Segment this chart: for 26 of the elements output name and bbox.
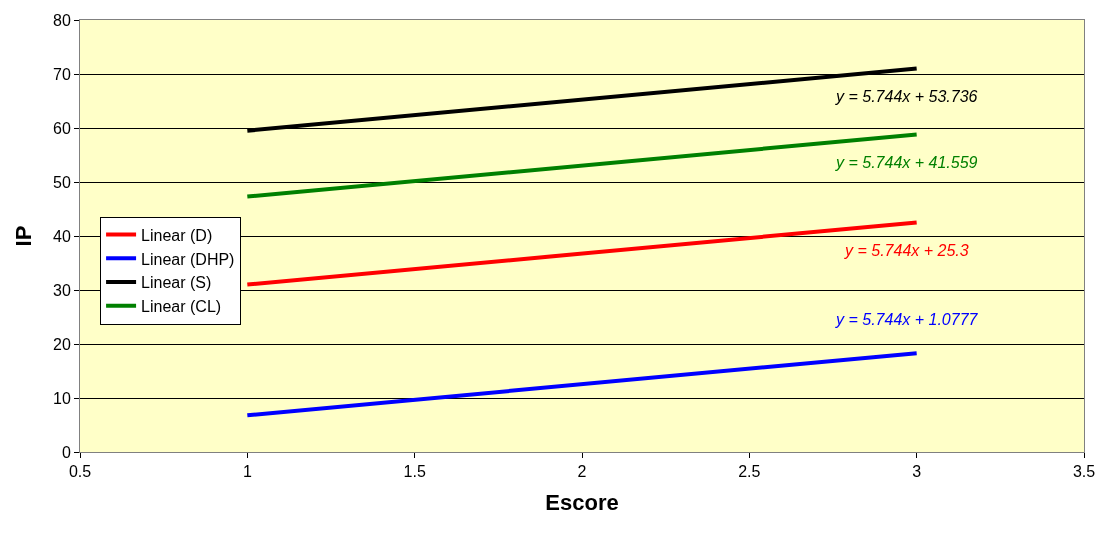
legend-label: Linear (CL): [141, 298, 222, 316]
y-axis-title: IP: [10, 225, 36, 247]
x-tick-label: 1.5: [403, 463, 426, 481]
legend-label: Linear (D): [141, 226, 213, 244]
x-tick-label: 2: [577, 463, 587, 481]
x-tick-label: 2.5: [738, 463, 761, 481]
x-tick-label: 3: [912, 463, 922, 481]
x-tick-label: 1: [242, 463, 252, 481]
x-axis-title: Escore: [545, 490, 619, 516]
annotation: y = 5.744x + 1.0777: [835, 311, 979, 328]
y-tick-label: 30: [53, 281, 71, 299]
annotation: y = 5.744x + 53.736: [835, 88, 978, 105]
y-tick-label: 20: [53, 335, 71, 353]
y-tick-label: 10: [53, 389, 71, 407]
y-tick-label: 50: [53, 173, 71, 191]
annotation: y = 5.744x + 41.559: [835, 154, 978, 171]
x-tick-label: 0.5: [68, 463, 92, 481]
y-tick-label: 70: [53, 65, 71, 83]
y-tick-label: 0: [61, 443, 71, 461]
legend-label: Linear (S): [141, 274, 212, 292]
y-tick-label: 80: [53, 11, 71, 29]
x-tick-label: 3.5: [1072, 463, 1096, 481]
y-tick-label: 60: [53, 119, 71, 137]
legend-label: Linear (DHP): [141, 250, 235, 268]
y-tick-label: 40: [53, 227, 71, 245]
annotation: y = 5.744x + 25.3: [844, 242, 969, 259]
